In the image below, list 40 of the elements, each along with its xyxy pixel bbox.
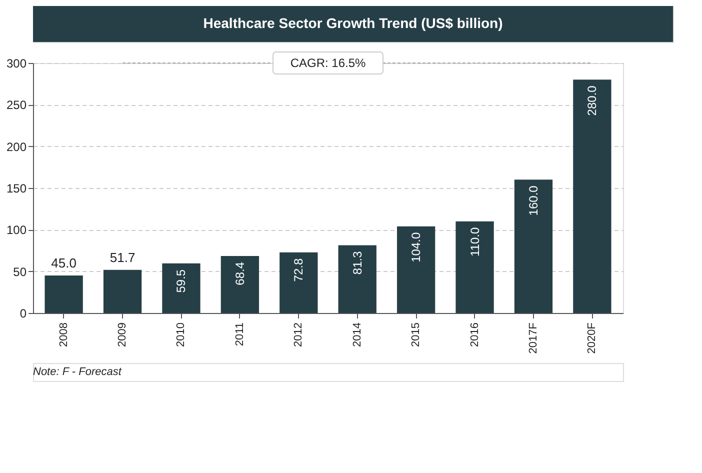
bar: [103, 270, 142, 313]
data-label: 68.4: [232, 262, 247, 286]
data-label: 110.0: [468, 227, 482, 256]
bar: [456, 221, 494, 313]
y-tick-label: 0: [20, 306, 27, 320]
data-label: 160.0: [526, 185, 540, 216]
data-label: 59.5: [174, 269, 188, 293]
x-tick-label: 2010: [175, 322, 188, 347]
y-tick-label: 150: [6, 182, 27, 196]
x-tick-label: 2009: [116, 322, 129, 347]
data-label: 280.0: [585, 85, 600, 116]
y-tick-label: 300: [6, 56, 27, 70]
data-label: 45.0: [51, 256, 76, 270]
data-label: 104.0: [409, 232, 424, 262]
bar: [280, 252, 318, 313]
x-tick-label: 2015: [410, 322, 422, 347]
y-tick-label: 250: [6, 98, 27, 112]
bar: [220, 256, 260, 313]
x-tick-label: 2020F: [586, 322, 598, 354]
y-tick-label: 50: [13, 264, 27, 279]
x-tick-label: 2011: [234, 322, 246, 346]
text: Note: F - Forecast: [33, 366, 122, 378]
x-tick-label: 2014: [351, 322, 364, 347]
bar: [44, 276, 83, 313]
bar: [396, 226, 436, 313]
bar: [573, 80, 612, 313]
x-tick-label: 2008: [58, 322, 70, 347]
bar: [338, 245, 376, 313]
bar: [162, 263, 200, 313]
bar: [514, 180, 553, 313]
data-label: 81.3: [350, 250, 364, 275]
x-tick-label: 2012: [292, 322, 305, 347]
data-label: 51.7: [110, 250, 136, 265]
chart-title: Healthcare Sector Growth Trend (US$ billion): [203, 15, 503, 31]
annotation: CAGR: 16.5%: [290, 56, 366, 70]
y-tick-label: 200: [6, 140, 27, 154]
x-tick-label: 2016: [468, 322, 481, 347]
y-tick-label: 100: [6, 223, 27, 238]
data-label: 72.8: [292, 258, 306, 282]
x-tick-label: 2017F: [527, 322, 540, 354]
